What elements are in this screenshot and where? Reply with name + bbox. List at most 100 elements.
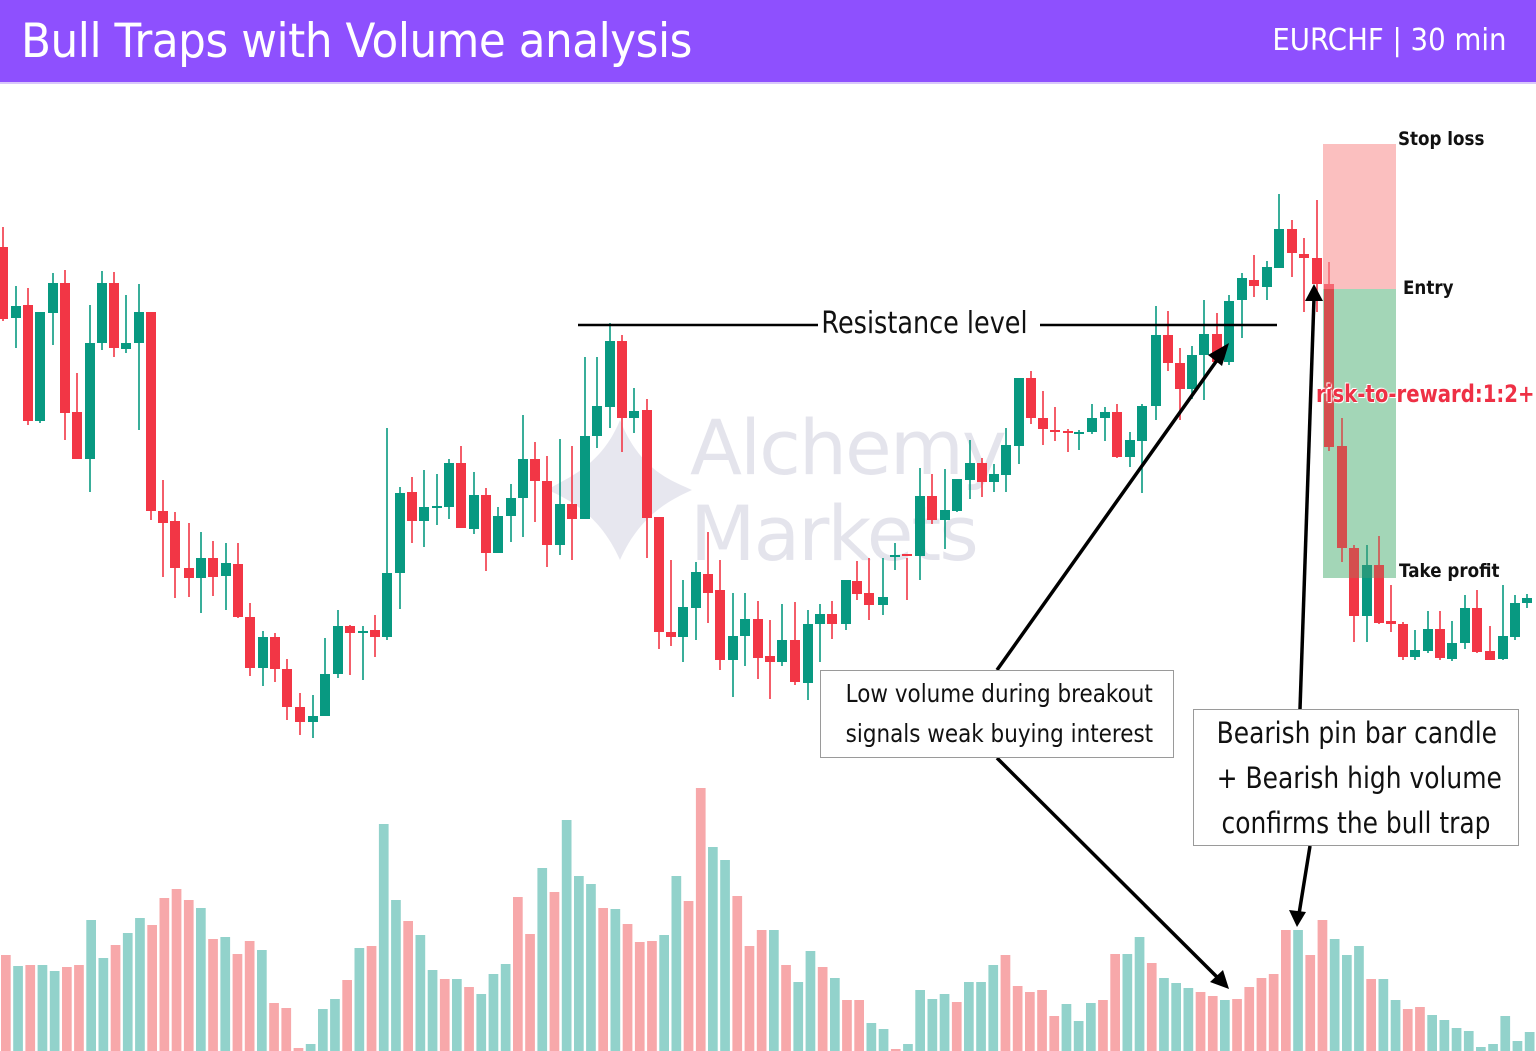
symbol-timeframe: EURCHF | 30 min [1271, 23, 1506, 58]
bear-candle [1112, 404, 1122, 458]
bear-candle [184, 523, 194, 597]
bull-candle [1237, 273, 1247, 338]
bear-candle [0, 227, 8, 321]
bull-candle [469, 472, 479, 534]
volume-bar [903, 1044, 913, 1051]
volume-bar [269, 1003, 279, 1051]
volume-bar [683, 901, 694, 1051]
bull-candle [1224, 295, 1234, 365]
volume-bar [1305, 955, 1316, 1051]
volume-bar [452, 979, 462, 1051]
volume-bar [1098, 1000, 1108, 1051]
volume-bar [964, 982, 974, 1051]
volume-bar [781, 965, 791, 1051]
bear-candle [1287, 220, 1297, 277]
volume-bar [1317, 920, 1328, 1051]
bear-candle [530, 442, 540, 522]
bull-candle [1274, 194, 1284, 268]
volume-bar [476, 994, 487, 1051]
arrow-low-volume-to-breakout [995, 354, 1222, 672]
bull-candle [320, 638, 330, 716]
volume-bar [1342, 955, 1352, 1051]
volume-bar [708, 847, 718, 1051]
volume-bar [671, 876, 682, 1051]
callout-line: signals weak buying interest [845, 719, 1154, 748]
volume-bar [744, 946, 755, 1051]
volume-bar [1390, 1000, 1401, 1051]
volume-bar [1232, 999, 1242, 1051]
bull-candle [1001, 428, 1011, 492]
bull-candle [678, 580, 688, 662]
volume-bar [1146, 963, 1157, 1051]
volume-bar [1207, 996, 1218, 1051]
bear-candle [109, 272, 119, 357]
bear-candle [295, 693, 305, 735]
trade-zones [1323, 144, 1396, 578]
arrow-low-volume-to-volume-bar [995, 756, 1222, 982]
bear-candle [927, 474, 937, 524]
header-bar: Bull Traps with Volume analysis EURCHF |… [0, 0, 1536, 84]
volume-bar [37, 965, 48, 1051]
volume-bar [1025, 992, 1035, 1051]
volume-bar [915, 990, 925, 1051]
volume-bar [1427, 1015, 1437, 1051]
volume-bar [62, 967, 72, 1051]
bull-candle [1498, 585, 1508, 660]
bear-candle [827, 601, 837, 639]
bear-candle [170, 512, 180, 598]
bull-candle [308, 695, 318, 738]
bear-candle [617, 335, 627, 452]
volume-bar [1329, 939, 1340, 1051]
volume-bar [769, 930, 779, 1051]
bear-candle [1299, 238, 1309, 312]
bear-candle [270, 633, 280, 682]
bear-candle [245, 603, 255, 676]
bear-candle [1063, 429, 1073, 452]
volume-bar [1110, 954, 1120, 1051]
bull-candle [1187, 346, 1197, 399]
bear-candle [345, 625, 355, 675]
arrowhead-icon [1210, 970, 1229, 989]
volume-bar [1220, 1000, 1230, 1051]
bear-candle [852, 561, 862, 600]
callout-low-volume: Low volume during breakout signals weak … [820, 670, 1174, 758]
volume-bar [1500, 1016, 1511, 1051]
volume-bar [976, 982, 986, 1051]
arrow-pinbar-to-volume [1297, 845, 1312, 915]
bear-candle [208, 541, 218, 596]
bull-candle [48, 273, 58, 345]
volume-bar [159, 898, 170, 1051]
volume-bar [427, 970, 438, 1051]
arrow-pinbar-to-candle [1298, 297, 1316, 710]
volume-bar [86, 920, 96, 1051]
volume-bar [1439, 1020, 1450, 1051]
bull-candle [493, 507, 503, 553]
bull-candle [419, 470, 429, 547]
bull-candle [1262, 261, 1272, 300]
bull-candle [777, 604, 787, 666]
bull-candle [1125, 432, 1135, 467]
bear-candle [703, 532, 713, 623]
volume-bar [513, 897, 523, 1051]
bull-candle [1362, 545, 1372, 642]
volume-bar [659, 935, 669, 1051]
bear-candle [1163, 311, 1173, 371]
bull-candle [841, 580, 851, 630]
bear-candle [1337, 418, 1347, 562]
arrowhead-icon [1289, 910, 1306, 927]
volume-bar [866, 1023, 877, 1051]
volume-bar [634, 942, 645, 1051]
bull-candle [1014, 378, 1024, 464]
resistance-level-label: Resistance level [818, 306, 1031, 341]
bull-candle [432, 474, 442, 525]
bull-candle [890, 543, 900, 570]
volume-bar [135, 918, 145, 1051]
bear-candle [370, 615, 380, 657]
volume-bar [74, 965, 84, 1051]
volume-bar [1183, 988, 1194, 1051]
bull-candle [444, 459, 454, 519]
volume-bar [1415, 1007, 1425, 1051]
volume-bar [25, 965, 36, 1051]
volume-bar [293, 1048, 304, 1051]
